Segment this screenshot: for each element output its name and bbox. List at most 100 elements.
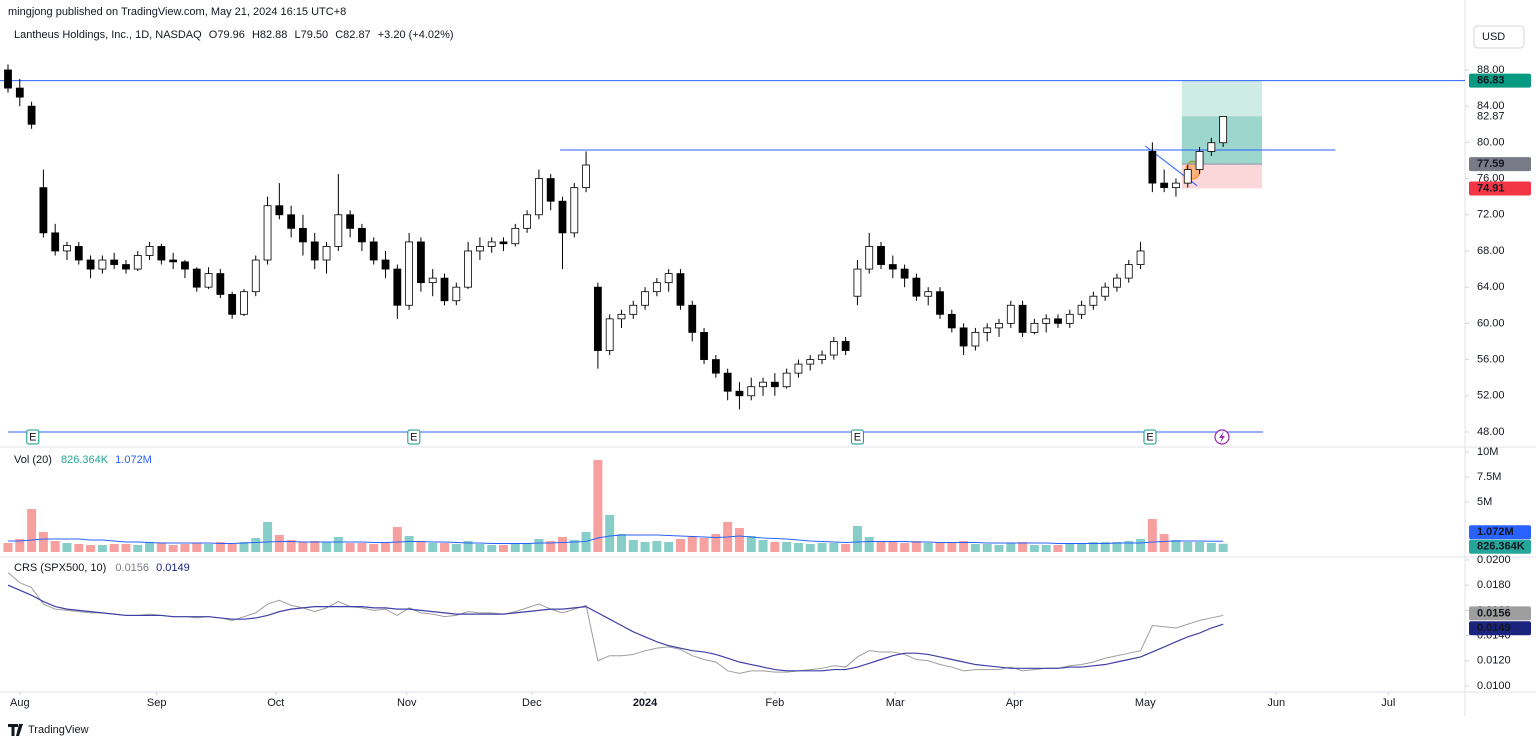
earnings-marker [850,429,864,445]
candle-body [1160,182,1169,189]
candle-body [1077,304,1086,315]
candle-body [853,268,862,297]
price-badge [1469,525,1531,540]
volume-bar [1147,519,1157,552]
volume-bar [841,544,851,552]
volume-bar [239,542,249,552]
x-tick-label: Jul [1381,697,1395,709]
candle-body [417,241,425,284]
ohlc-close: C82.87 [335,29,370,41]
candle-body [27,105,36,125]
candle-body [181,261,189,270]
volume-bar [428,543,438,552]
volume-bar [1053,545,1063,552]
candle-body [192,268,201,288]
candle-body [959,327,968,347]
volume-bar [746,536,756,552]
candle-body [122,264,130,270]
volume-bar [1195,542,1205,552]
ohlc-open: O79.96 [209,29,245,41]
y-tick-label: 52.00 [1477,390,1505,402]
x-tick-label: Sep [147,697,167,709]
candle-body [369,241,378,261]
candle-body [346,214,355,229]
volume-bar [1112,542,1122,552]
volume-bar [145,542,155,552]
candle-body [51,232,60,252]
candle-body [310,241,319,261]
volume-bar [793,543,803,552]
price-badge [1469,621,1531,636]
candle-body [405,241,414,306]
volume-bar [392,527,402,552]
volume-bar [451,544,461,552]
volume-bar [1041,545,1051,552]
volume-bar [286,540,296,552]
volume-legend: Vol (20) 826.364K 1.072M [14,454,152,466]
volume-bar [310,541,320,552]
candle-body [1172,182,1180,189]
volume-bar [74,544,84,552]
earnings-marker [407,429,421,445]
volume-bar [557,537,567,552]
candle-body [1006,304,1015,324]
volume-bar [121,544,131,552]
symbol-legend: Lantheus Holdings, Inc., 1D, NASDAQ O79.… [14,29,454,41]
volume-bar [782,542,792,552]
volume-bar [970,544,980,552]
volume-bar [864,537,874,552]
candle-body [971,332,980,347]
candle-body [1136,250,1145,265]
candle-body [570,187,579,234]
y-tick-label: 0.0180 [1477,579,1511,591]
volume-bar [498,545,508,552]
volume-bar [1136,539,1146,552]
earnings-marker [26,429,40,445]
candle-body [829,341,838,356]
candle-body [888,264,897,270]
y-tick-label: 84.00 [1477,100,1505,112]
candle-body [169,259,178,263]
crs-title: CRS (SPX500, 10) [14,562,106,574]
volume-bar [251,538,261,552]
volume-bar [829,543,839,552]
volume-bar [27,509,37,552]
y-tick-label: 5M [1477,496,1492,508]
candle-body [487,241,496,247]
symbol-title: Lantheus Holdings, Inc., 1D, NASDAQ [14,29,202,41]
candle-body [358,227,366,243]
volume-bar [616,534,626,552]
currency[interactable]: USD [1482,31,1505,43]
candle-body [676,273,685,306]
volume-bar [911,541,921,552]
volume-bar [935,542,945,552]
candle-body [865,246,874,270]
candle-body [782,372,791,388]
candle-body [74,246,83,261]
currency-button[interactable] [1473,25,1525,49]
volume-bar [487,545,497,552]
volume-bar [168,545,178,552]
volume-bar [1124,541,1134,552]
volume-bar [770,542,780,552]
volume-bar [369,544,379,552]
earnings-label: E [854,431,861,443]
last-price-label: 82.87 [1477,110,1505,122]
volume-bar [180,544,190,552]
crs-line [7,584,1224,672]
y-tick-label: 80.00 [1477,136,1505,148]
earnings-label: E [1146,431,1153,443]
price-badge [1469,606,1531,621]
candle-body [983,327,992,333]
volume-bar [381,542,391,552]
candle-body [110,259,119,265]
volume-bar [109,544,119,552]
volume-bar [475,544,485,552]
candle-body [334,214,343,247]
x-tick-label: Aug [10,697,30,709]
volume-bar [298,542,308,552]
volume-bar [510,544,520,552]
volume-bar [3,543,13,552]
volume-bar [569,540,579,552]
candle-body [476,246,484,252]
